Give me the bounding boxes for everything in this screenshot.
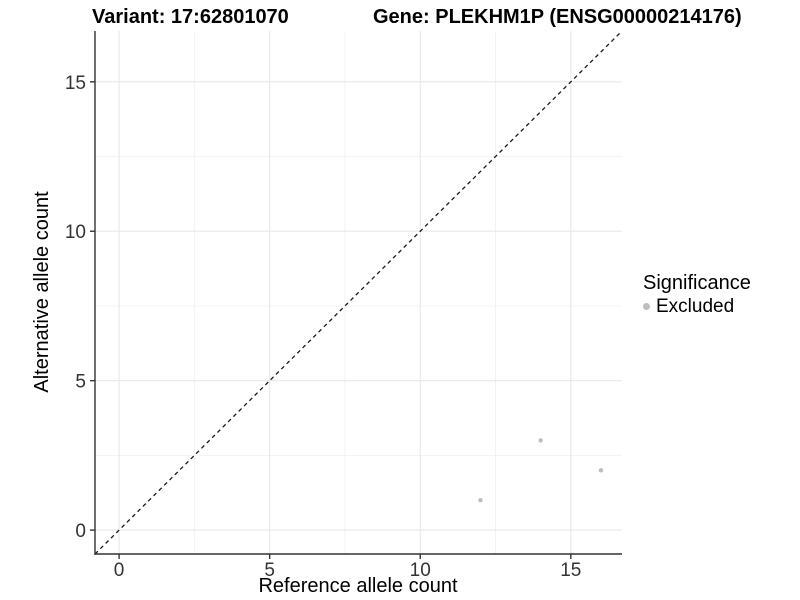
y-tick-label: 10 [65, 222, 86, 243]
y-tick-label: 5 [75, 372, 86, 393]
gene-title: Gene: PLEKHM1P (ENSG00000214176) [373, 6, 742, 28]
x-axis-title: Reference allele count [258, 575, 457, 597]
legend-item-excluded: Excluded [643, 296, 751, 317]
variant-title: Variant: 17:62801070 [92, 6, 289, 28]
data-point [478, 498, 483, 503]
identity-line [94, 30, 623, 555]
x-tick-label: 5 [264, 560, 275, 581]
y-tick-label: 15 [65, 73, 86, 94]
legend: Significance Excluded [643, 273, 751, 317]
legend-title: Significance [643, 272, 751, 294]
y-axis-title: Alternative allele count [31, 191, 53, 393]
x-tick-label: 0 [114, 560, 125, 581]
data-point [598, 468, 604, 473]
data-point [538, 438, 543, 443]
y-tick-label: 0 [75, 521, 86, 542]
x-tick-label: 15 [560, 560, 581, 581]
legend-item-label: Excluded [656, 295, 735, 317]
x-tick-label: 10 [410, 560, 431, 581]
legend-point-icon [643, 303, 650, 310]
